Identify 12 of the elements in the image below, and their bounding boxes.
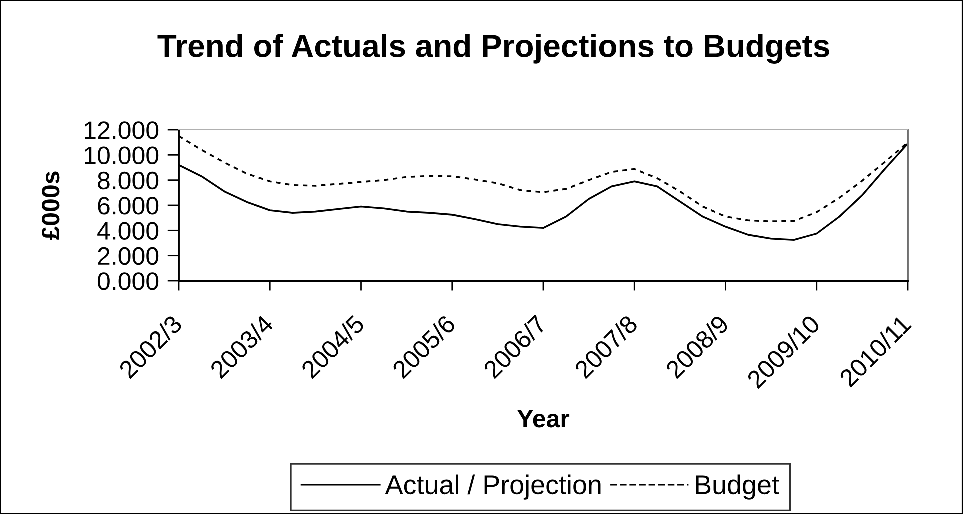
y-tick-label: 8.000 bbox=[98, 172, 159, 190]
y-axis-title: £000s bbox=[42, 172, 60, 240]
y-tick-label: 6.000 bbox=[98, 197, 159, 215]
x-axis-title: Year bbox=[518, 410, 570, 428]
legend-label: Actual / Projection bbox=[385, 474, 601, 500]
chart-title: Trend of Actuals and Projections to Budgets bbox=[158, 34, 830, 64]
legend-label: Budget bbox=[696, 474, 780, 500]
y-tick-label: 2.000 bbox=[98, 247, 159, 266]
y-tick-label: 12.000 bbox=[85, 122, 159, 140]
y-tick-label: 4.000 bbox=[98, 222, 159, 240]
y-tick-label: 10.000 bbox=[85, 146, 159, 164]
y-tick-label: 0.000 bbox=[98, 272, 159, 290]
